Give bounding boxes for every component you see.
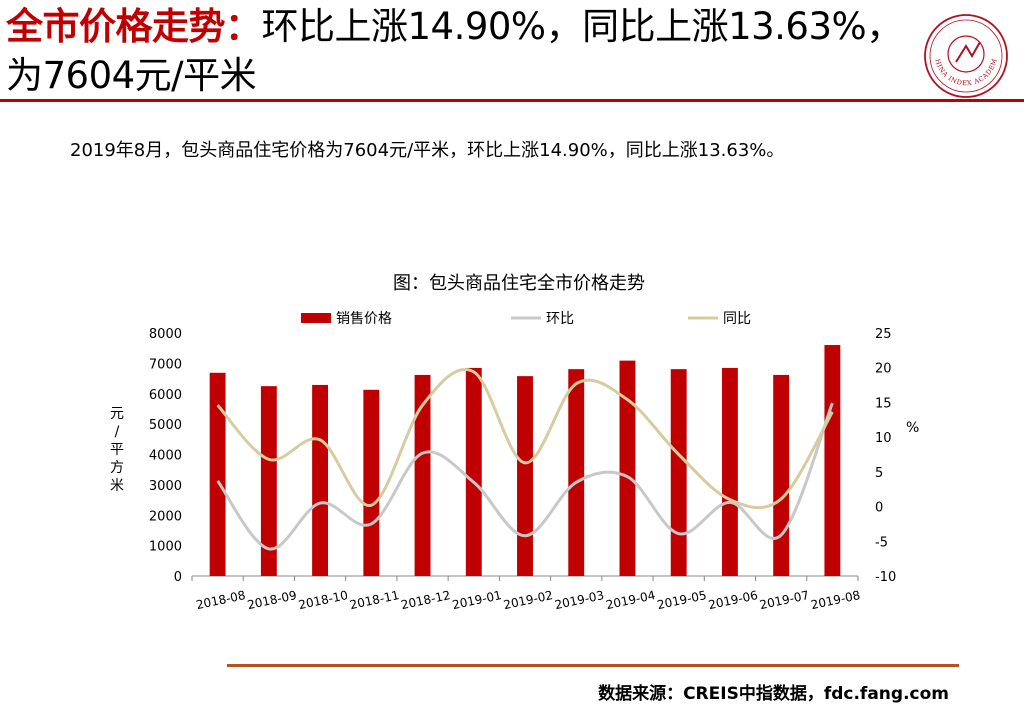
summary-text: 2019年8月，包头商品住宅价格为7604元/平米，环比上涨14.90%，同比上… (70, 140, 785, 161)
chart-title: 图：包头商品住宅全市价格走势 (393, 273, 645, 294)
headline-rest: 环比上涨14.90%，同比上涨13.63%，为7604元/平米 (6, 5, 903, 97)
x-axis-tick-label: 2019-02 (502, 588, 554, 612)
bar-price (670, 369, 687, 576)
y-axis-tick-label: 1000 (149, 540, 182, 555)
page-headline: 全市价格走势：环比上涨14.90%，同比上涨13.63%，为7604元/平米 (6, 2, 906, 100)
china-index-academy-seal-icon: CHINA INDEX ACADEMY (919, 6, 1010, 100)
x-axis-tick-label: 2019-01 (451, 588, 503, 612)
bar-price (721, 367, 738, 576)
x-axis-tick-label: 2019-03 (553, 588, 605, 612)
y-axis-label: 元/平方米 (110, 406, 124, 494)
y2-axis-tick-label: 10 (875, 431, 892, 446)
y-axis-tick-label: 5000 (149, 418, 182, 433)
y-axis-tick-label: 0 (174, 570, 182, 585)
x-axis-tick-label: 2018-11 (348, 588, 400, 612)
legend-swatch-price (301, 313, 331, 323)
y-axis-tick-label: 4000 (149, 449, 182, 464)
y2-axis-tick-label: -5 (875, 535, 888, 550)
bar-price (260, 386, 277, 576)
bar-price (414, 374, 431, 576)
x-axis-tick-label: 2019-05 (656, 588, 708, 612)
y-axis-tick-label: 7000 (149, 357, 182, 372)
y2-axis-tick-label: 0 (875, 501, 883, 516)
legend-label-price: 销售价格 (336, 311, 392, 327)
x-axis-tick-label: 2018-08 (195, 588, 247, 612)
headline-accent: 全市价格走势： (6, 5, 262, 48)
x-axis-tick-label: 2018-12 (400, 588, 452, 612)
bar-price (517, 376, 533, 576)
y2-axis-tick-label: -10 (875, 570, 896, 585)
y2-axis-tick-label: 20 (875, 362, 892, 377)
y-axis-tick-label: 8000 (149, 327, 182, 342)
y-axis-tick-label: 6000 (149, 388, 182, 403)
x-axis-tick-label: 2019-04 (605, 588, 657, 612)
x-axis-tick-label: 2019-07 (758, 588, 810, 612)
legend-label-yoy: 同比 (723, 311, 751, 327)
x-axis-tick-label: 2019-06 (707, 588, 759, 612)
footer-divider (227, 664, 959, 667)
title-divider (0, 99, 1024, 102)
y2-axis-tick-label: 25 (875, 327, 892, 342)
x-axis-tick-label: 2018-10 (297, 588, 349, 612)
bar-price (465, 367, 482, 576)
y-axis-tick-label: 2000 (149, 509, 182, 524)
bar-price (619, 360, 636, 576)
data-source: 数据来源：CREIS中指数据，fdc.fang.com (598, 684, 949, 704)
bar-price (312, 384, 329, 576)
y2-axis-label: % (906, 420, 919, 436)
y2-axis-tick-label: 15 (875, 396, 892, 411)
legend-label-mom: 环比 (546, 311, 574, 327)
bar-price (209, 372, 226, 576)
x-axis-tick-label: 2018-09 (246, 588, 298, 612)
bar-price (363, 389, 380, 576)
bar-price (568, 369, 585, 576)
x-axis-tick-label: 2019-08 (810, 588, 862, 612)
y2-axis-tick-label: 5 (875, 466, 883, 481)
bar-price (824, 345, 841, 576)
y-axis-tick-label: 3000 (149, 479, 182, 494)
bar-price (773, 374, 790, 576)
